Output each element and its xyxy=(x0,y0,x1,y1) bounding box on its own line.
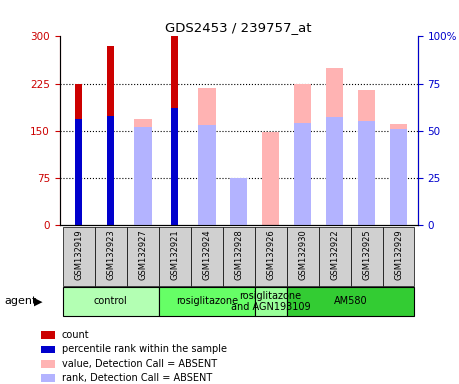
Bar xyxy=(223,227,255,286)
Bar xyxy=(134,119,151,225)
Text: GSM132928: GSM132928 xyxy=(234,230,243,280)
Text: GSM132924: GSM132924 xyxy=(202,230,211,280)
Title: GDS2453 / 239757_at: GDS2453 / 239757_at xyxy=(165,21,312,34)
Bar xyxy=(255,227,286,286)
Bar xyxy=(358,90,375,225)
Bar xyxy=(255,287,286,316)
Text: GSM132923: GSM132923 xyxy=(106,230,115,280)
Bar xyxy=(326,118,343,225)
Bar xyxy=(75,119,82,225)
Text: rank, Detection Call = ABSENT: rank, Detection Call = ABSENT xyxy=(62,373,212,383)
Text: value, Detection Call = ABSENT: value, Detection Call = ABSENT xyxy=(62,359,217,369)
Bar xyxy=(382,227,414,286)
Bar xyxy=(127,227,159,286)
Text: rosiglitazone
and AGN193109: rosiglitazone and AGN193109 xyxy=(231,291,310,312)
Bar xyxy=(358,121,375,225)
Bar xyxy=(41,360,56,367)
Bar xyxy=(286,227,319,286)
Bar xyxy=(390,124,407,225)
Bar xyxy=(198,125,216,225)
Bar xyxy=(134,127,151,225)
Bar xyxy=(326,68,343,225)
Text: agent: agent xyxy=(5,296,37,306)
Bar xyxy=(63,227,95,286)
Text: GSM132922: GSM132922 xyxy=(330,230,339,280)
Bar xyxy=(95,227,127,286)
Bar xyxy=(171,36,178,225)
Bar xyxy=(107,46,114,225)
Bar xyxy=(390,129,407,225)
Bar xyxy=(351,227,382,286)
Bar xyxy=(191,227,223,286)
Bar xyxy=(294,84,311,225)
Bar xyxy=(159,227,191,286)
Bar xyxy=(294,123,311,225)
Bar xyxy=(230,198,247,225)
Bar xyxy=(63,287,159,316)
Text: control: control xyxy=(94,296,128,306)
Bar xyxy=(75,84,82,225)
Bar xyxy=(107,116,114,225)
Bar xyxy=(159,287,255,316)
Text: AM580: AM580 xyxy=(334,296,367,306)
Bar xyxy=(262,132,280,225)
Text: GSM132929: GSM132929 xyxy=(394,230,403,280)
Bar xyxy=(286,287,414,316)
Bar xyxy=(41,346,56,353)
Text: GSM132921: GSM132921 xyxy=(170,230,179,280)
Bar xyxy=(41,374,56,382)
Text: GSM132930: GSM132930 xyxy=(298,230,307,280)
Text: GSM132927: GSM132927 xyxy=(138,230,147,280)
Text: percentile rank within the sample: percentile rank within the sample xyxy=(62,344,226,354)
Text: GSM132919: GSM132919 xyxy=(74,230,84,280)
Text: rosiglitazone: rosiglitazone xyxy=(176,296,238,306)
Text: GSM132925: GSM132925 xyxy=(362,230,371,280)
Bar xyxy=(41,331,56,339)
Text: count: count xyxy=(62,330,89,340)
Bar xyxy=(230,178,247,225)
Text: GSM132926: GSM132926 xyxy=(266,230,275,280)
Bar xyxy=(319,227,351,286)
Bar xyxy=(198,88,216,225)
Bar xyxy=(171,108,178,225)
Text: ▶: ▶ xyxy=(34,296,43,306)
